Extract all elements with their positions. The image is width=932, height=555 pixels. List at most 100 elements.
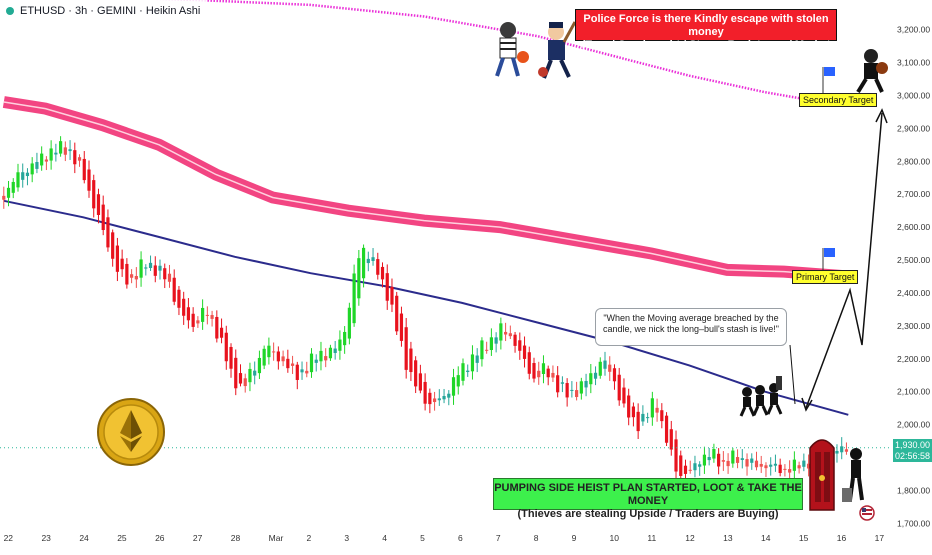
candle-body [77,157,82,161]
x-tick-label: 3 [344,533,349,543]
secondary-target-label: Secondary Target [799,93,878,107]
x-tick-label: 12 [685,533,695,543]
market-status-icon [6,7,14,15]
candle-body [390,286,394,305]
candle-body [144,267,148,269]
candle-body [385,273,389,301]
moving-average-band [2,96,849,283]
candle-body [612,368,617,382]
candle-body [627,395,631,418]
candle-body [73,150,77,165]
x-tick-label: 28 [231,533,241,543]
candle-body [205,314,209,316]
x-tick-label: 16 [837,533,847,543]
candle-body [579,381,583,394]
x-tick-label: 7 [496,533,501,543]
candle-body [593,372,598,379]
candle-body [376,259,380,275]
candle-body [272,351,276,353]
candle-body [679,455,683,476]
symbol-header[interactable]: ETHUSD · 3h · GEMINI · Heikin Ashi [0,0,207,22]
x-tick-label: 26 [155,533,165,543]
candle-body [357,258,361,299]
y-axis[interactable]: 1,700.001,800.001,900.002,000.002,100.00… [890,0,932,550]
x-tick-label: 27 [193,533,203,543]
x-tick-label: Mar [269,533,284,543]
vault-door-icon [809,439,835,511]
candle-body [669,429,673,450]
thief-icon [739,387,756,417]
candle-body [238,373,243,384]
candle-body [267,345,271,358]
candle-body [617,374,621,401]
x-tick-label: 6 [458,533,463,543]
candle-body [262,348,266,366]
candle-body [636,411,640,432]
candle-body [740,458,744,460]
candle-body [489,337,493,351]
y-tick-label: 2,800.00 [897,156,930,166]
y-tick-label: 2,600.00 [897,222,930,232]
candle-body [182,298,186,316]
candle-body [707,456,711,461]
thief-icon [752,385,769,416]
candle-body [522,345,527,359]
candle-body [96,194,101,215]
banner-line: Police Force is there Kindly escape with… [583,13,829,38]
moving-average-line [3,101,849,278]
candle-body [499,323,503,341]
candle-body [655,407,659,413]
candle-body [754,460,759,468]
candle-body [148,262,153,268]
candle-body [674,439,678,472]
candle-body [503,331,508,335]
candle-body [186,307,191,321]
candle-body [461,363,465,381]
candle-body [759,463,763,467]
candle-body [111,232,115,259]
candle-body [735,457,740,463]
candle-body [399,313,404,341]
candle-body [92,180,96,209]
candles [2,136,849,485]
strategy-quote: "When the Moving average breached by the… [595,308,787,346]
candle-body [575,390,579,398]
candle-body [750,458,754,463]
candle-body [177,289,181,308]
candle-body [21,172,25,180]
candle-body [664,415,669,443]
candle-body [87,169,91,191]
thief-icon [766,376,783,415]
candle-body [404,327,408,370]
x-axis[interactable]: 22 23 24 25 26 27 28 Mar 2 3 4 5 6 7 8 9 10 11 12 13 14 15 16 1… [0,530,890,550]
candle-body [494,337,498,344]
current-price-value: 1,930.00 [894,440,931,450]
candle-body [210,315,214,319]
primary-target-label: Primary Target [792,270,859,284]
candle-body [456,375,460,387]
candle-body [257,357,262,374]
candle-body [442,396,446,400]
candle-body [508,333,512,337]
y-tick-label: 2,500.00 [897,255,930,265]
candle-body [788,469,792,473]
candle-body [120,258,124,270]
candle-body [300,369,304,373]
candle-body [16,172,20,188]
candle-body [603,360,607,369]
x-tick-label: 8 [534,533,539,543]
candle-body [63,147,67,155]
candle-body [731,450,735,464]
y-tick-label: 2,700.00 [897,189,930,199]
candle-body [366,258,370,264]
candle-body [432,398,437,403]
candle-body [347,307,351,339]
candle-body [130,274,134,278]
candle-body [125,263,129,285]
candle-body [139,259,143,278]
moving-average-line [3,199,849,416]
candle-body [556,375,560,393]
candle-body [101,204,105,231]
y-tick-label: 2,300.00 [897,321,930,331]
